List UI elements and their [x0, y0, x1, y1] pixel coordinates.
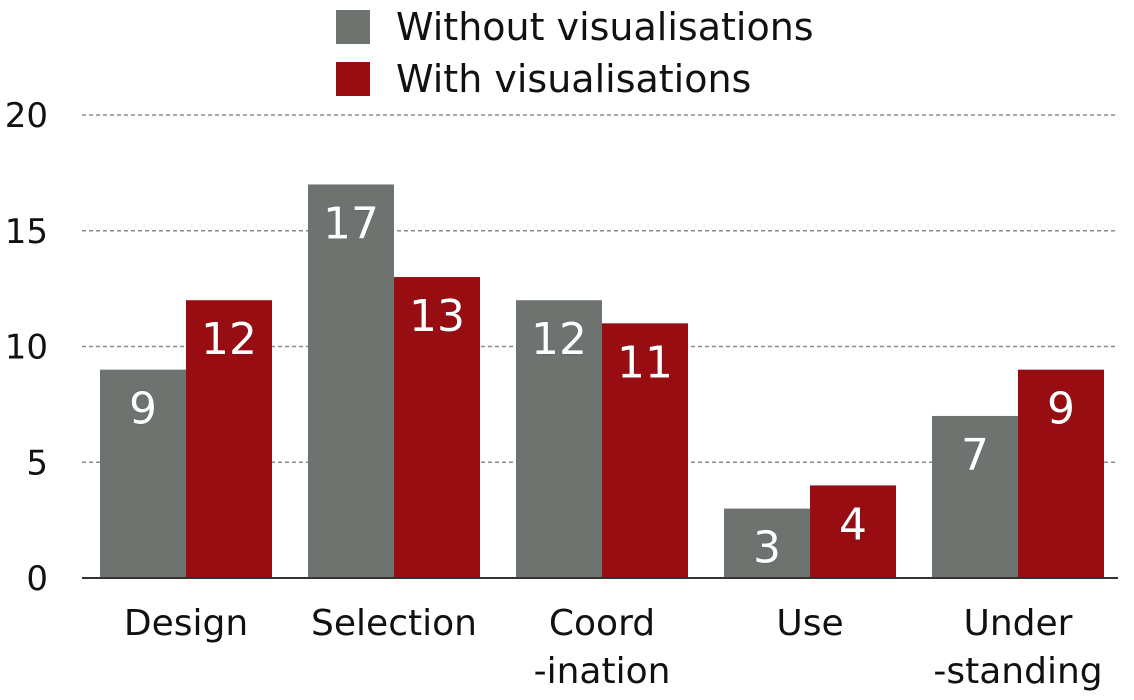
bar-without-2	[516, 300, 602, 578]
bar-with-2	[602, 323, 688, 578]
x-tick-label-2-0: Coord	[549, 603, 655, 644]
bar-with-0	[186, 300, 272, 578]
legend: Without visualisations With visualisation…	[336, 5, 814, 101]
bars	[100, 184, 1104, 578]
bar-without-4	[932, 415, 1018, 578]
x-tick-label-2-1: -ination	[534, 651, 671, 692]
bar-with-4	[1018, 369, 1104, 578]
data-label-without-4: 7	[961, 430, 989, 481]
legend-swatch-1	[336, 62, 370, 96]
data-label-with-0: 12	[201, 314, 257, 365]
data-label-with-4: 9	[1047, 384, 1075, 435]
x-tick-label-1-0: Selection	[311, 603, 477, 644]
legend-label-0: Without visualisations	[396, 5, 814, 49]
bar-with-3	[810, 485, 896, 578]
x-tick-label-0-0: Design	[124, 603, 248, 644]
y-axis: 0 5 10 15 20	[5, 96, 48, 599]
y-tick-label-0: 0	[26, 559, 48, 599]
bar-without-1	[308, 184, 394, 578]
legend-swatch-0	[336, 10, 370, 44]
y-tick-label-20: 20	[5, 96, 48, 136]
data-label-without-2: 12	[531, 314, 587, 365]
data-label-without-1: 17	[323, 198, 379, 249]
x-tick-label-4-0: Under	[964, 603, 1073, 644]
data-label-without-0: 9	[129, 384, 157, 435]
data-labels: 9 17 12 3 7 12 13 11 4 9	[129, 198, 1076, 574]
x-axis: Design Selection Coord -ination Use Under -sta…	[82, 577, 1118, 692]
y-tick-label-15: 15	[5, 212, 48, 252]
bar-with-1	[394, 277, 480, 578]
data-label-with-3: 4	[839, 499, 867, 550]
data-label-with-1: 13	[409, 291, 465, 342]
data-label-without-3: 3	[753, 523, 781, 574]
y-tick-label-5: 5	[26, 443, 48, 483]
data-label-with-2: 11	[617, 337, 673, 388]
bar-without-0	[100, 369, 186, 578]
y-tick-label-10: 10	[5, 328, 48, 368]
x-tick-label-4-1: -standing	[933, 651, 1102, 692]
x-tick-label-3-0: Use	[776, 603, 843, 644]
legend-label-1: With visualisations	[396, 57, 751, 101]
bar-without-3	[724, 508, 810, 578]
